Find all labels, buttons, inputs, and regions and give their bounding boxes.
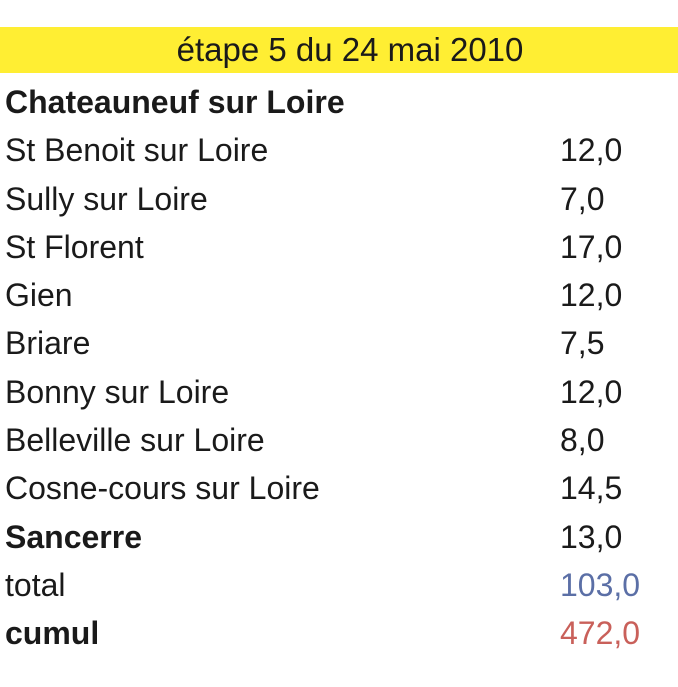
cumul-label: cumul <box>5 615 100 652</box>
town-label: St Florent <box>5 228 144 265</box>
finish-row: Sancerre 13,0 <box>0 513 678 561</box>
start-row: Chateauneuf sur Loire <box>0 78 678 126</box>
town-label: Cosne-cours sur Loire <box>5 470 320 507</box>
distance-value: 12,0 <box>560 373 623 410</box>
distance-value: 7,0 <box>560 180 605 217</box>
finish-town: Sancerre <box>5 518 142 555</box>
town-label: Gien <box>5 277 73 314</box>
table-row: Gien 12,0 <box>0 271 678 319</box>
table-row: Briare 7,5 <box>0 319 678 367</box>
distance-value: 17,0 <box>560 228 623 265</box>
total-value: 103,0 <box>560 566 641 603</box>
cumul-value: 472,0 <box>560 615 641 652</box>
table-row: Sully sur Loire 7,0 <box>0 175 678 223</box>
stage-table: Chateauneuf sur Loire St Benoit sur Loir… <box>0 78 678 658</box>
town-label: Belleville sur Loire <box>5 422 265 459</box>
table-row: Cosne-cours sur Loire 14,5 <box>0 464 678 512</box>
stage-title: étape 5 du 24 mai 2010 <box>176 31 524 68</box>
town-label: St Benoit sur Loire <box>5 132 269 169</box>
total-label: total <box>5 566 66 603</box>
total-row: total 103,0 <box>0 561 678 609</box>
town-label: Bonny sur Loire <box>5 373 230 410</box>
distance-value: 12,0 <box>560 132 623 169</box>
town-label: Briare <box>5 325 91 362</box>
cumul-row: cumul 472,0 <box>0 609 678 657</box>
table-row: Belleville sur Loire 8,0 <box>0 416 678 464</box>
distance-value: 8,0 <box>560 422 605 459</box>
title-banner: étape 5 du 24 mai 2010 <box>0 27 678 73</box>
distance-value: 14,5 <box>560 470 623 507</box>
table-row: St Florent 17,0 <box>0 223 678 271</box>
start-town: Chateauneuf sur Loire <box>5 84 345 120</box>
distance-value: 13,0 <box>560 518 623 555</box>
distance-value: 7,5 <box>560 325 605 362</box>
table-row: St Benoit sur Loire 12,0 <box>0 126 678 174</box>
table-row: Bonny sur Loire 12,0 <box>0 368 678 416</box>
town-label: Sully sur Loire <box>5 180 208 217</box>
distance-value: 12,0 <box>560 277 623 314</box>
